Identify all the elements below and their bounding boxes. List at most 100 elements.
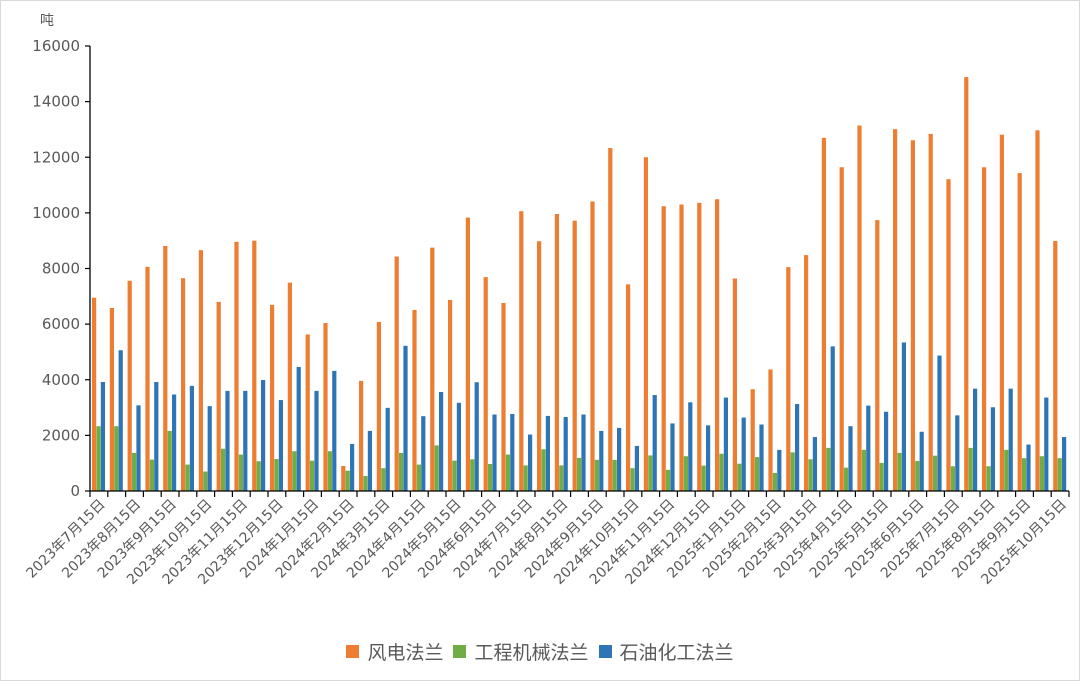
- bar-construction: [577, 457, 582, 491]
- bar-construction: [221, 448, 226, 491]
- bar-wind: [234, 241, 239, 491]
- bar-construction: [416, 464, 421, 491]
- bar-petrochemical: [403, 345, 408, 491]
- bar-construction: [256, 461, 261, 491]
- bar-petrochemical: [545, 415, 550, 491]
- bar-petrochemical: [189, 385, 194, 491]
- bar-construction: [612, 459, 617, 491]
- y-tick-label: 12000: [32, 148, 80, 166]
- bar-construction: [114, 426, 119, 491]
- bar-construction: [630, 468, 635, 491]
- legend-item-wind-flange[interactable]: 风电法兰: [346, 638, 443, 665]
- bar-petrochemical: [955, 415, 960, 491]
- bar-wind: [946, 179, 951, 491]
- bar-construction: [238, 454, 243, 491]
- bar-construction: [666, 469, 671, 491]
- legend-item-construction-machinery-flange[interactable]: 工程机械法兰: [453, 638, 589, 665]
- bar-wind: [359, 380, 364, 491]
- bar-construction: [363, 475, 368, 491]
- bar-construction: [1039, 456, 1044, 491]
- bar-construction: [879, 462, 884, 491]
- bar-construction: [933, 455, 938, 491]
- x-axis: 2023年7月15日2023年8月15日2023年9月15日2023年10月15…: [24, 490, 1070, 588]
- bar-construction: [559, 465, 564, 491]
- bar-petrochemical: [670, 423, 675, 491]
- bar-wind: [394, 256, 399, 491]
- bar-construction: [381, 468, 386, 491]
- bar-petrochemical: [474, 382, 479, 491]
- y-tick-label: 2000: [42, 426, 80, 444]
- y-axis-unit-label: 吨: [40, 13, 54, 29]
- bar-construction: [808, 459, 813, 491]
- bar-wind: [750, 389, 755, 491]
- y-tick-label: 6000: [42, 315, 80, 333]
- bar-petrochemical: [154, 381, 159, 491]
- bar-wind: [376, 321, 381, 491]
- y-axis: 0 2000 4000 6000 8000 10000 12000 14000 16000: [32, 37, 91, 500]
- bar-construction: [968, 447, 973, 491]
- bar-construction: [132, 452, 137, 491]
- bar-petrochemical: [207, 406, 212, 491]
- bar-wind: [483, 277, 488, 491]
- bar-wind: [501, 302, 506, 491]
- bar-construction: [399, 452, 404, 491]
- bar-wind: [270, 304, 275, 491]
- bar-construction: [310, 460, 315, 491]
- bar-wind: [181, 278, 186, 491]
- bar-petrochemical: [510, 413, 515, 491]
- bar-construction: [737, 463, 742, 491]
- bar-construction: [755, 457, 760, 491]
- bar-construction: [541, 449, 546, 491]
- bar-petrochemical: [884, 411, 889, 491]
- bar-wind: [109, 307, 114, 491]
- bar-construction: [470, 459, 475, 491]
- bar-wind: [875, 220, 880, 492]
- bar-petrochemical: [278, 400, 283, 491]
- bar-petrochemical: [332, 370, 337, 491]
- bar-construction: [844, 467, 849, 491]
- bar-wind: [590, 201, 595, 491]
- bar-construction: [701, 465, 706, 491]
- bar-construction: [897, 452, 902, 491]
- bar-petrochemical: [1026, 444, 1031, 491]
- bar-wind: [1053, 240, 1058, 491]
- bar-petrochemical: [385, 407, 390, 491]
- bar-wind: [163, 245, 168, 491]
- bar-wind: [305, 334, 310, 491]
- bar-construction: [96, 426, 101, 491]
- bar-wind: [821, 137, 826, 491]
- bar-construction: [167, 430, 172, 491]
- bar-petrochemical: [759, 424, 764, 491]
- bar-wind: [448, 299, 453, 491]
- bar-petrochemical: [439, 391, 444, 491]
- bar-wind: [768, 369, 773, 491]
- bar-wind: [839, 167, 844, 491]
- bar-construction: [861, 449, 866, 491]
- y-tick-label: 8000: [42, 260, 80, 278]
- bar-construction: [986, 466, 991, 491]
- bar-construction: [327, 451, 332, 491]
- bar-wind: [554, 213, 559, 492]
- bar-wind: [804, 255, 809, 491]
- bar-construction: [149, 459, 154, 491]
- bar-petrochemical: [617, 427, 622, 491]
- y-tick-label: 4000: [42, 371, 80, 389]
- bar-wind: [608, 148, 613, 491]
- bar-petrochemical: [688, 402, 693, 491]
- bar-petrochemical: [634, 445, 639, 491]
- bar-wind: [643, 157, 648, 491]
- legend-item-petrochemical-flange[interactable]: 石油化工法兰: [598, 638, 734, 665]
- bar-wind: [198, 250, 203, 491]
- bar-construction: [488, 464, 493, 491]
- bar-petrochemical: [1062, 437, 1067, 491]
- bar-petrochemical: [919, 431, 924, 491]
- bar-construction: [1004, 449, 1009, 491]
- bar-petrochemical: [1008, 388, 1013, 491]
- bar-construction: [292, 451, 297, 491]
- bar-wind: [92, 297, 97, 491]
- bars-layer: [92, 77, 1067, 492]
- y-tick-label: 16000: [32, 37, 80, 55]
- y-tick-label: 14000: [32, 93, 80, 111]
- legend-label: 石油化工法兰: [619, 642, 734, 664]
- bar-construction: [915, 460, 920, 491]
